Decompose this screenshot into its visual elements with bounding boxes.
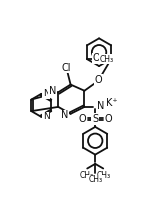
- Text: Cl: Cl: [62, 63, 71, 73]
- Text: O: O: [93, 53, 100, 63]
- Text: K⁺: K⁺: [106, 98, 118, 108]
- Text: N: N: [43, 112, 50, 121]
- Text: O: O: [78, 114, 86, 124]
- Text: CH₃: CH₃: [97, 171, 111, 180]
- Text: O: O: [95, 75, 102, 85]
- Text: N: N: [43, 89, 50, 98]
- Text: S: S: [92, 114, 98, 124]
- Text: N⁻: N⁻: [97, 101, 109, 111]
- Text: N: N: [61, 110, 68, 120]
- Text: O: O: [104, 114, 112, 124]
- Text: CH₃: CH₃: [79, 171, 93, 180]
- Text: N: N: [49, 86, 56, 96]
- Text: CH₃: CH₃: [88, 175, 102, 184]
- Text: CH₃: CH₃: [99, 55, 113, 64]
